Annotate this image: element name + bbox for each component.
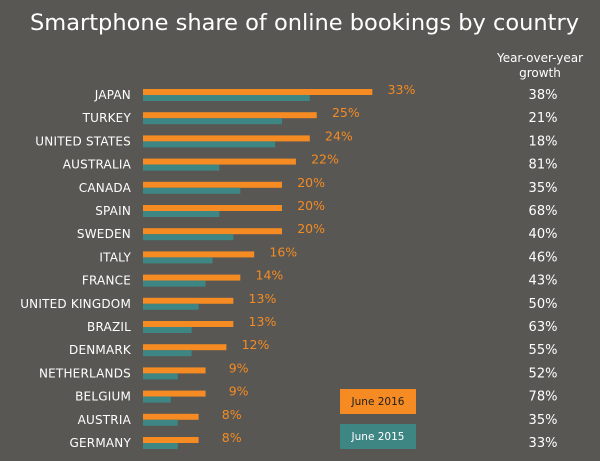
value-label-june-2016: 24% bbox=[325, 128, 353, 143]
legend-swatch-june-2016 bbox=[340, 389, 416, 414]
country-label: AUSTRIA bbox=[78, 413, 132, 427]
country-label: BELGIUM bbox=[75, 390, 131, 404]
bar-june-2016 bbox=[143, 181, 282, 188]
value-label-june-2016: 14% bbox=[256, 268, 284, 283]
country-label: NETHERLANDS bbox=[39, 366, 131, 380]
value-label-june-2016: 22% bbox=[311, 152, 339, 167]
bar-june-2015 bbox=[143, 211, 220, 217]
bar-june-2015 bbox=[143, 95, 310, 101]
growth-value: 68% bbox=[529, 204, 558, 219]
bar-june-2016 bbox=[143, 413, 199, 420]
bar-june-2015 bbox=[143, 257, 213, 264]
bar-june-2016 bbox=[143, 251, 255, 258]
bar-june-2016 bbox=[143, 390, 206, 397]
country-label: SPAIN bbox=[95, 204, 131, 218]
bar-june-2016 bbox=[143, 321, 234, 327]
bar-june-2016 bbox=[143, 437, 199, 443]
country-label: UNITED KINGDOM bbox=[20, 297, 131, 311]
value-label-june-2016: 12% bbox=[242, 337, 270, 352]
bar-june-2015 bbox=[143, 396, 171, 403]
growth-value: 50% bbox=[529, 297, 558, 312]
bar-june-2016 bbox=[143, 228, 282, 235]
bar-june-2016 bbox=[143, 274, 241, 281]
bar-june-2015 bbox=[143, 187, 241, 194]
value-label-june-2016: 9% bbox=[229, 360, 249, 375]
value-label-june-2016: 9% bbox=[229, 384, 249, 399]
bar-june-2016 bbox=[143, 158, 296, 165]
bar-june-2016 bbox=[143, 297, 234, 304]
bar-june-2015 bbox=[143, 118, 282, 125]
country-label: DENMARK bbox=[69, 343, 132, 357]
bar-june-2015 bbox=[143, 327, 192, 333]
bar-june-2016 bbox=[143, 344, 227, 351]
country-label: BRAZIL bbox=[87, 320, 131, 334]
growth-value: 52% bbox=[529, 366, 558, 381]
growth-value: 40% bbox=[529, 227, 558, 242]
value-label-june-2016: 20% bbox=[297, 175, 325, 190]
value-label-june-2016: 13% bbox=[249, 291, 277, 306]
bar-june-2015 bbox=[143, 303, 199, 310]
bar-june-2015 bbox=[143, 141, 276, 148]
country-label: CANADA bbox=[79, 181, 132, 195]
growth-value: 63% bbox=[529, 320, 558, 335]
value-label-june-2016: 20% bbox=[297, 221, 325, 236]
growth-value: 18% bbox=[529, 134, 558, 149]
value-label-june-2016: 8% bbox=[222, 430, 242, 445]
bar-june-2015 bbox=[143, 164, 220, 171]
bar-june-2015 bbox=[143, 373, 178, 380]
value-label-june-2016: 13% bbox=[249, 314, 277, 329]
bar-june-2016 bbox=[143, 205, 282, 211]
country-label: UNITED STATES bbox=[35, 134, 131, 148]
value-label-june-2016: 25% bbox=[332, 105, 360, 120]
growth-value: 81% bbox=[529, 158, 558, 173]
growth-header-line-2: growth bbox=[519, 66, 561, 80]
bar-june-2015 bbox=[143, 234, 234, 241]
bar-june-2015 bbox=[143, 280, 206, 287]
bar-june-2015 bbox=[143, 443, 178, 449]
chart-rows: JAPAN 33% 38% TURKEY 25% 21% UNITED STATES 24% 1… bbox=[20, 82, 557, 451]
growth-value: 55% bbox=[529, 343, 558, 358]
legend-label-june-2015: June 2015 bbox=[351, 431, 405, 443]
chart-title: Smartphone share of online bookings by c… bbox=[30, 10, 579, 36]
growth-value: 78% bbox=[529, 390, 558, 405]
bar-june-2016 bbox=[143, 112, 317, 119]
country-label: JAPAN bbox=[94, 88, 131, 102]
growth-value: 38% bbox=[529, 88, 558, 103]
value-label-june-2016: 20% bbox=[297, 198, 325, 213]
country-label: ITALY bbox=[99, 250, 131, 264]
bar-june-2016 bbox=[143, 135, 310, 142]
growth-value: 46% bbox=[529, 250, 558, 265]
country-label: SWEDEN bbox=[77, 227, 131, 241]
value-label-june-2016: 16% bbox=[269, 244, 297, 259]
bar-june-2016 bbox=[143, 367, 206, 374]
country-label: GERMANY bbox=[70, 436, 132, 450]
bar-june-2016 bbox=[143, 89, 373, 95]
growth-value: 35% bbox=[529, 181, 558, 196]
legend: June 2016 June 2015 bbox=[340, 389, 416, 449]
legend-label-june-2016: June 2016 bbox=[351, 396, 405, 408]
growth-value: 33% bbox=[529, 436, 558, 451]
growth-header-line-1: Year-over-year bbox=[496, 51, 583, 65]
legend-swatch-june-2015 bbox=[340, 424, 416, 449]
value-label-june-2016: 33% bbox=[388, 82, 416, 97]
bar-june-2015 bbox=[143, 350, 192, 357]
growth-value: 21% bbox=[529, 111, 558, 126]
country-label: AUSTRALIA bbox=[63, 158, 132, 172]
growth-value: 35% bbox=[529, 413, 558, 428]
country-label: FRANCE bbox=[82, 274, 131, 288]
country-label: TURKEY bbox=[82, 111, 132, 125]
growth-value: 43% bbox=[529, 274, 558, 289]
bar-june-2015 bbox=[143, 419, 178, 426]
value-label-june-2016: 8% bbox=[222, 407, 242, 422]
